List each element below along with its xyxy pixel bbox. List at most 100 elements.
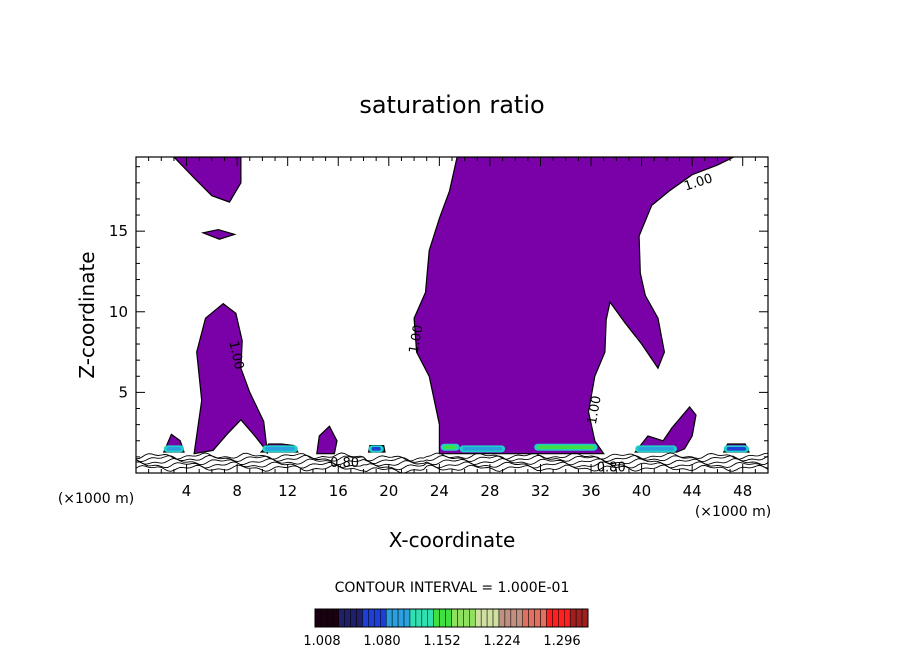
contour-label: 1.00 (407, 324, 427, 355)
contour-interval-text: CONTOUR INTERVAL = 1.000E-01 (335, 580, 570, 596)
colorbar-cell (558, 608, 565, 628)
colorbar-cell (564, 608, 571, 628)
x-axis-unit-right: (×1000 m) (695, 504, 771, 520)
x-tick-label: 12 (278, 482, 297, 500)
contour-label: 0.80 (330, 456, 359, 471)
colorbar-cell (380, 608, 387, 628)
colorbar-cell (332, 608, 339, 628)
colorbar-cell (581, 608, 589, 628)
surface-contours (135, 452, 769, 474)
saturated-region-blob-14km (316, 425, 338, 455)
saturated-region-central-column (413, 157, 735, 455)
x-tick-label: 16 (329, 482, 348, 500)
high-band-core (537, 445, 595, 450)
colorbar-cell (338, 608, 345, 628)
colorbar-cell (451, 608, 458, 628)
x-tick-label: 32 (531, 482, 550, 500)
colorbar-cell (433, 608, 440, 628)
colorbar-cell (504, 608, 512, 628)
colorbar-cell (492, 608, 500, 628)
colorbar-cell (314, 608, 322, 628)
colorbar-cell (546, 608, 553, 628)
colorbar-cell (528, 608, 535, 628)
colorbar-cell (403, 608, 411, 628)
colorbar-cell (457, 608, 464, 628)
colorbar-cell (498, 608, 506, 628)
x-tick-label: 44 (683, 482, 702, 500)
colorbar-label: 1.152 (423, 634, 460, 649)
x-axis-label: X-coordinate (389, 528, 516, 552)
high-band-core (462, 447, 503, 451)
colorbar-cell (385, 608, 393, 628)
surface-contour-line (135, 454, 769, 464)
colorbar-label: 1.008 (303, 634, 340, 649)
high-band-core (371, 447, 381, 451)
contour-labels: 1.001.001.001.000.80 0.80 (226, 171, 715, 475)
y-tick-label: 15 (109, 222, 128, 240)
colorbar-cell (575, 608, 583, 628)
high-band-core (166, 447, 182, 451)
x-tick-label: 4 (182, 482, 192, 500)
y-tick-label: 5 (118, 383, 128, 401)
plot-area: 1.001.001.001.000.80 0.80 4 8 12 16 20 24 28 32 3… (109, 156, 769, 500)
colorbar-labels: 1.008 1.080 1.152 1.224 1.296 (303, 634, 580, 649)
colorbar-cell (350, 608, 357, 628)
colorbar-cell (397, 608, 405, 628)
surface-contour-line (135, 458, 769, 467)
colorbar-label: 1.080 (363, 634, 400, 649)
colorbar-cell (326, 608, 334, 628)
colorbar-cell (486, 608, 494, 628)
colorbar-cell (427, 608, 434, 628)
saturated-region-upper-left (173, 157, 242, 203)
surface-contour-line (135, 452, 769, 462)
colorbar-cell (516, 608, 523, 628)
x-axis-unit-left: (×1000 m) (58, 491, 134, 507)
x-tick-label: 40 (632, 482, 651, 500)
saturated-region-right-blob (634, 405, 697, 453)
colorbar-label: 1.296 (543, 634, 580, 649)
colorbar-cell (439, 608, 446, 628)
x-tick-label: 28 (480, 482, 499, 500)
contour-label: 1.00 (226, 340, 247, 371)
colorbar-cell (368, 608, 375, 628)
colorbar-cell (463, 608, 470, 628)
surface-contour-line (135, 464, 769, 474)
colorbar-cell (374, 608, 381, 628)
high-band-core (726, 447, 747, 451)
colorbar-cell (391, 608, 399, 628)
x-tick-label: 8 (232, 482, 242, 500)
colorbar-cell (409, 608, 417, 628)
colorbar-cell (474, 608, 482, 628)
contour-label: 1.00 (585, 395, 605, 426)
high-band-core (443, 445, 457, 450)
colorbar-label: 1.224 (483, 634, 520, 649)
y-tick-label: 10 (109, 303, 128, 321)
colorbar-cell (569, 608, 577, 628)
saturated-regions (162, 157, 750, 455)
high-band-core (638, 447, 674, 451)
colorbar-cell (320, 608, 328, 628)
colorbar-cell (362, 608, 369, 628)
x-tick-label: 20 (379, 482, 398, 500)
colorbar-cell (522, 608, 529, 628)
colorbar-cell (552, 608, 559, 628)
colorbar-frame (314, 608, 589, 628)
colorbar-cell (510, 608, 518, 628)
colorbar-cell (480, 608, 488, 628)
x-tick-label: 48 (733, 482, 752, 500)
colorbar-cell (356, 608, 363, 628)
y-axis-label: Z-coordinate (75, 251, 99, 378)
x-tick-label: 24 (430, 482, 449, 500)
colorbar-cell (344, 608, 351, 628)
colorbar-cell (445, 608, 452, 628)
colorbar-cell (421, 608, 429, 628)
saturated-region-left-tower (193, 302, 269, 455)
colorbar-cell (415, 608, 423, 628)
colorbar (314, 608, 589, 628)
chart-title: saturation ratio (359, 91, 544, 119)
colorbar-cell (540, 608, 547, 628)
high-band-core (265, 447, 295, 451)
x-tick-label: 36 (581, 482, 600, 500)
